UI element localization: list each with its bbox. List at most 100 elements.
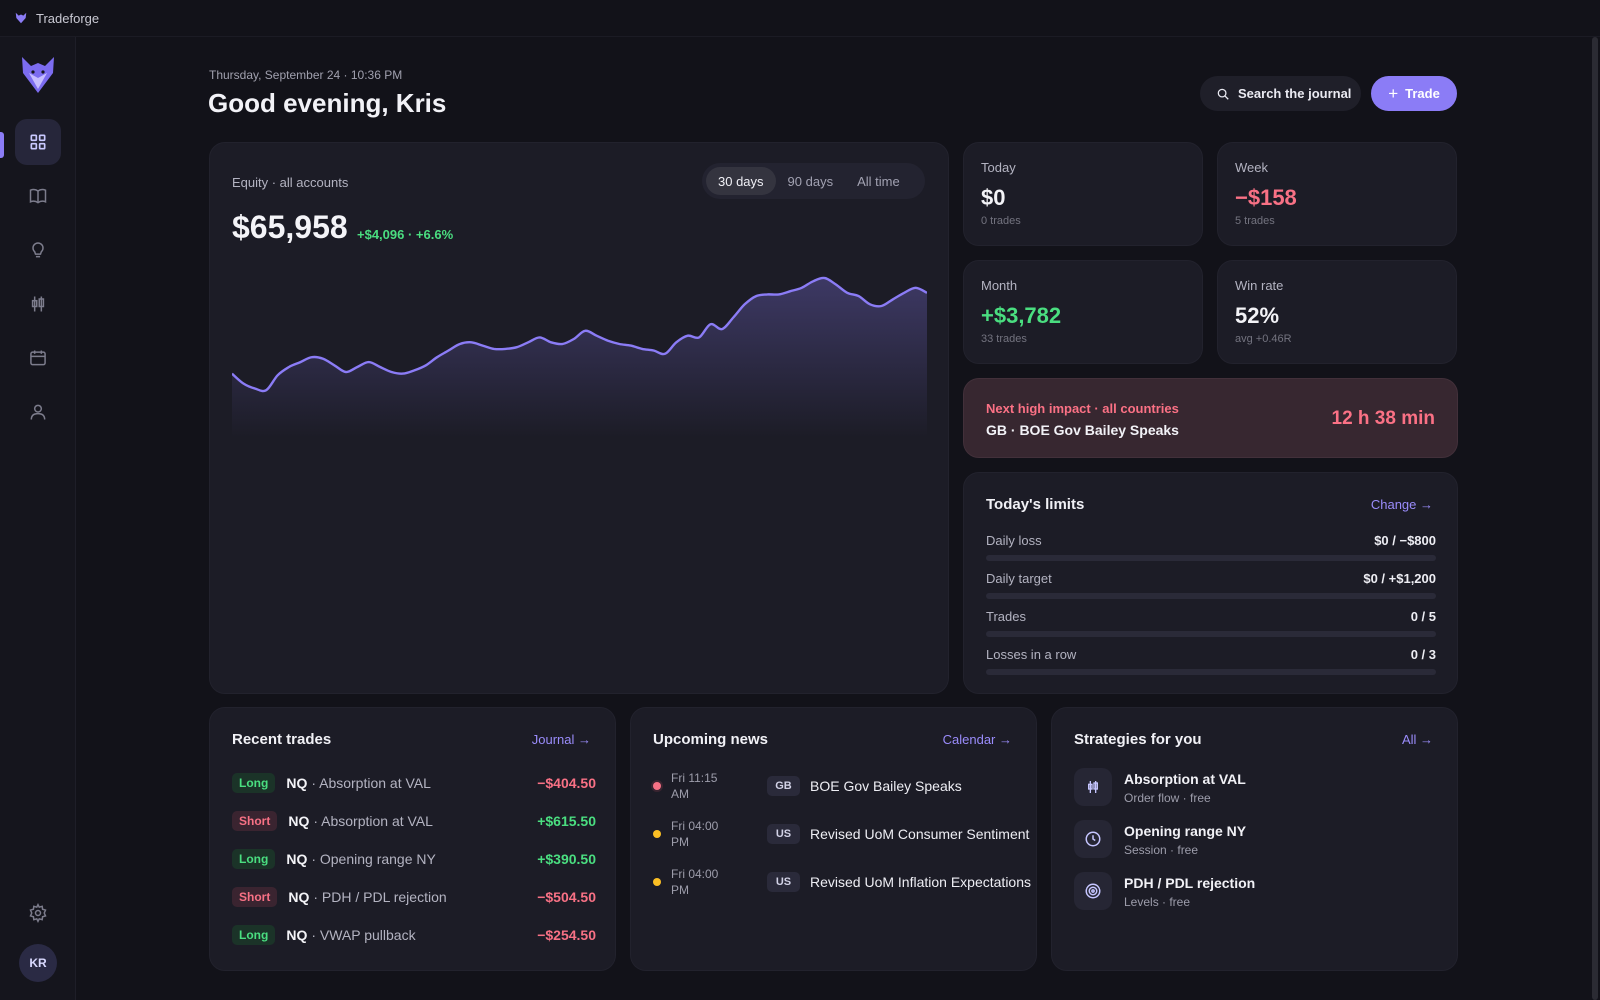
stat-label: Week [1235, 160, 1268, 175]
gear-icon [29, 903, 47, 923]
recent-trades-card: Recent trades Journal → Long NQ · Absorp… [209, 707, 616, 971]
trade-row[interactable]: Long NQ · Opening range NY +$390.50 [232, 847, 596, 871]
limits-title: Today's limits [986, 496, 1085, 513]
equity-chart [232, 276, 927, 438]
news-time-ampm: PM [671, 835, 689, 849]
country-badge: GB [767, 776, 800, 796]
scrollbar[interactable] [1590, 37, 1600, 1000]
search-button-label: Search the journal [1238, 86, 1352, 101]
trade-pnl: −$254.50 [537, 927, 596, 943]
journal-link[interactable]: Journal → [531, 732, 591, 747]
side-tag: Short [232, 811, 278, 831]
limit-name: Trades [986, 609, 1026, 624]
strategy-row[interactable]: Opening range NY Session · free [1074, 820, 1444, 860]
strategy-name: Opening range NY [1124, 823, 1247, 839]
strategy-sub: Order flow · free [1124, 791, 1211, 805]
change-limits-link[interactable]: Change → [1370, 497, 1433, 512]
stat-value: 52% [1235, 303, 1280, 328]
limit-progress-bar [986, 669, 1436, 675]
equity-area [232, 277, 927, 438]
trade-setup: · Absorption at VAL [311, 775, 431, 791]
trade-setup: · VWAP pullback [311, 927, 416, 943]
recent-trades-title: Recent trades [232, 731, 332, 748]
limit-name: Daily loss [986, 533, 1042, 548]
news-time: Fri 11:15 AM [671, 770, 731, 802]
limit-value: $0 / −$800 [1374, 533, 1436, 548]
all-strategies-link[interactable]: All → [1401, 732, 1433, 747]
trade-row[interactable]: Short NQ · PDH / PDL rejection −$504.50 [232, 885, 596, 909]
strategy-sub: Levels · free [1124, 895, 1191, 909]
equity-value: $65,958 [232, 209, 348, 245]
news-row[interactable]: Fri 04:00 PM US Revised UoM Consumer Sent… [653, 818, 1029, 852]
settings-button[interactable] [15, 890, 61, 936]
strategy-row[interactable]: Absorption at VAL Order flow · free [1074, 768, 1444, 808]
sidebar-item-profile[interactable] [15, 389, 61, 435]
trade-setup: · Opening range NY [311, 851, 436, 867]
range-all-time[interactable]: All time [857, 173, 900, 189]
limit-value: 0 / 5 [1410, 609, 1436, 624]
sidebar: KR [0, 37, 76, 1000]
stat-sub: 5 trades [1235, 215, 1275, 227]
trade-row[interactable]: Long NQ · VWAP pullback −$254.50 [232, 923, 596, 947]
news-time-ampm: AM [671, 787, 689, 801]
impact-dot-medium [653, 830, 661, 838]
side-tag: Short [232, 887, 278, 907]
strategy-sub: Session · free [1124, 843, 1199, 857]
strategy-name: Absorption at VAL [1124, 771, 1246, 787]
fox-logo-icon[interactable] [20, 55, 56, 95]
trade-button-label: Trade [1405, 86, 1440, 101]
trade-symbol: NQ [286, 851, 308, 867]
trade-pnl: −$504.50 [537, 889, 596, 905]
trade-symbol: NQ [288, 889, 310, 905]
sidebar-item-journal[interactable] [15, 173, 61, 219]
limit-value: $0 / +$1,200 [1363, 571, 1436, 586]
news-time: Fri 04:00 PM [671, 866, 731, 898]
stat-label: Win rate [1235, 278, 1284, 293]
stat-sub: 33 trades [981, 333, 1027, 345]
trade-row[interactable]: Long NQ · Absorption at VAL −$404.50 [232, 771, 596, 795]
stat-card-month: Month +$3,782 33 trades [963, 260, 1203, 364]
news-time-day: Fri 04:00 [671, 819, 719, 833]
equity-line [232, 276, 927, 393]
country-badge: US [767, 824, 800, 844]
stat-label: Today [981, 160, 1016, 175]
news-time-day: Fri 04:00 [671, 867, 719, 881]
limit-progress-bar [986, 631, 1436, 637]
alert-event: GB · BOE Gov Bailey Speaks [986, 422, 1179, 438]
side-tag: Long [232, 849, 276, 869]
stat-value: $0 [981, 185, 1006, 210]
sidebar-item-ideas[interactable] [15, 227, 61, 273]
sidebar-item-strategies[interactable] [15, 281, 61, 327]
calendar-link[interactable]: Calendar → [942, 732, 1012, 747]
limit-value: 0 / 3 [1410, 647, 1436, 662]
grid-icon [30, 134, 46, 150]
country-badge: US [767, 872, 800, 892]
book-icon [29, 188, 47, 204]
new-trade-button[interactable]: + Trade [1371, 76, 1457, 111]
search-journal-button[interactable]: Search the journal [1200, 76, 1361, 111]
range-30-days[interactable]: 30 days [706, 167, 776, 195]
high-impact-alert[interactable]: Next high impact · all countries GB · BO… [963, 378, 1458, 458]
range-90-days[interactable]: 90 days [787, 173, 834, 189]
stat-card-today: Today $0 0 trades [963, 142, 1203, 246]
avatar[interactable]: KR [19, 944, 57, 982]
side-tag: Long [232, 925, 276, 945]
trade-pnl: +$615.50 [537, 813, 596, 829]
candlestick-icon [1074, 768, 1112, 806]
page-title: Good evening, Kris [208, 88, 447, 118]
sidebar-item-calendar[interactable] [15, 335, 61, 381]
news-time: Fri 04:00 PM [671, 818, 731, 850]
news-row[interactable]: Fri 04:00 PM US Revised UoM Inflation Exp… [653, 866, 1031, 900]
limit-row: Losses in a row 0 / 3 [986, 647, 1436, 681]
strategy-row[interactable]: PDH / PDL rejection Levels · free [1074, 872, 1444, 912]
limit-progress-bar [986, 593, 1436, 599]
sidebar-item-dashboard[interactable] [15, 119, 61, 165]
trade-symbol: NQ [288, 813, 310, 829]
news-row[interactable]: Fri 11:15 AM GB BOE Gov Bailey Speaks [653, 770, 1018, 804]
trade-row[interactable]: Short NQ · Absorption at VAL +$615.50 [232, 809, 596, 833]
trade-symbol: NQ [286, 927, 308, 943]
news-event: BOE Gov Bailey Speaks [810, 778, 962, 794]
impact-dot-high [653, 782, 661, 790]
scrollbar-thumb[interactable] [1592, 37, 1598, 1000]
limit-name: Daily target [986, 571, 1052, 586]
